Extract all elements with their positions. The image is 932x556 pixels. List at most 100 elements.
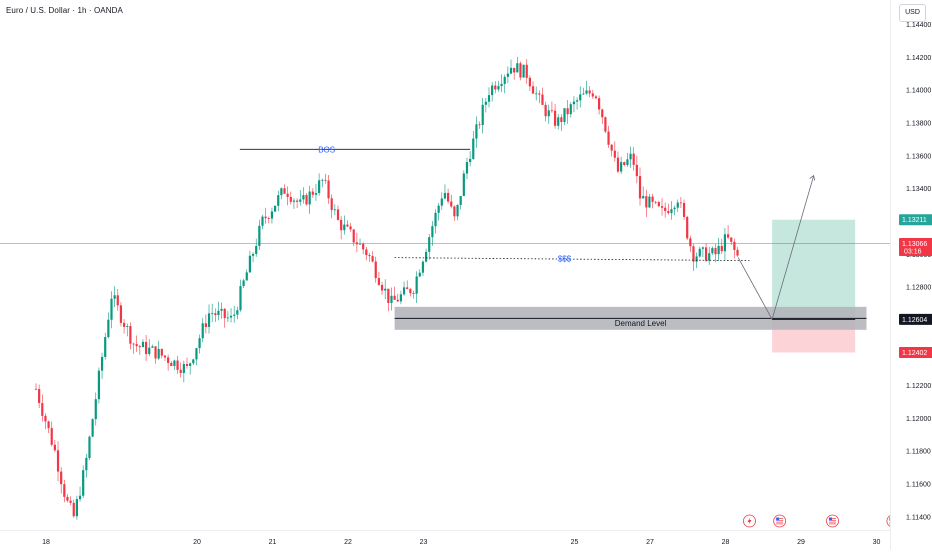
candle[interactable] (714, 248, 717, 255)
entry-price-tag[interactable] (899, 313, 932, 325)
candle[interactable] (179, 369, 182, 374)
candle[interactable] (447, 192, 450, 202)
candle[interactable] (462, 173, 465, 196)
candle[interactable] (544, 104, 547, 117)
candle[interactable] (346, 224, 349, 227)
candle[interactable] (503, 76, 506, 84)
candle[interactable] (443, 192, 447, 199)
candle[interactable] (528, 77, 531, 87)
candle[interactable] (270, 211, 274, 219)
candle[interactable] (384, 288, 387, 291)
candle[interactable] (708, 253, 711, 261)
candle[interactable] (730, 237, 733, 242)
candle[interactable] (664, 207, 667, 212)
candle[interactable] (607, 131, 610, 145)
candle[interactable] (563, 108, 566, 122)
candle[interactable] (368, 255, 371, 257)
candle[interactable] (491, 85, 494, 96)
candle[interactable] (176, 360, 179, 370)
candle[interactable] (695, 256, 698, 262)
candle[interactable] (453, 206, 456, 217)
candle[interactable] (613, 150, 616, 158)
candle[interactable] (566, 108, 569, 115)
candle[interactable] (126, 326, 129, 327)
candle[interactable] (195, 348, 198, 360)
candle[interactable] (182, 363, 185, 374)
candle[interactable] (91, 419, 94, 437)
candle[interactable] (324, 179, 327, 181)
candle[interactable] (557, 117, 560, 126)
candle[interactable] (717, 245, 720, 255)
candle[interactable] (321, 179, 324, 181)
candle[interactable] (264, 216, 267, 219)
target-price-tag[interactable] (899, 214, 932, 226)
candle[interactable] (129, 326, 132, 344)
candle[interactable] (616, 157, 620, 172)
candle[interactable] (701, 247, 705, 249)
candle[interactable] (107, 319, 110, 338)
candle[interactable] (704, 247, 708, 261)
candle[interactable] (396, 299, 399, 302)
candle[interactable] (390, 295, 393, 304)
candle[interactable] (550, 110, 554, 112)
candle[interactable] (330, 198, 333, 210)
candle[interactable] (525, 64, 528, 78)
candle[interactable] (682, 202, 686, 217)
candle[interactable] (632, 153, 635, 165)
candle[interactable] (352, 229, 355, 243)
candle[interactable] (673, 207, 676, 210)
candle[interactable] (679, 202, 682, 204)
candle[interactable] (302, 195, 305, 200)
candle[interactable] (94, 399, 97, 420)
candle[interactable] (459, 195, 462, 205)
candle[interactable] (198, 338, 201, 349)
candle[interactable] (97, 370, 101, 400)
candle[interactable] (365, 249, 368, 256)
candle[interactable] (424, 251, 428, 262)
candle[interactable] (428, 237, 431, 252)
candle[interactable] (56, 450, 60, 472)
candle[interactable] (308, 191, 311, 205)
candle[interactable] (547, 110, 550, 117)
candle[interactable] (189, 363, 192, 366)
candle[interactable] (720, 245, 723, 252)
candle[interactable] (579, 94, 582, 101)
candle[interactable] (60, 471, 63, 485)
candle[interactable] (478, 124, 481, 126)
candle[interactable] (575, 100, 579, 102)
candle[interactable] (469, 158, 472, 163)
candle[interactable] (336, 209, 340, 220)
price-axis[interactable]: 1.14400 1.14200 1.14000 1.13800 1.13600 1.134… (890, 0, 932, 550)
candle[interactable] (258, 225, 261, 246)
candle[interactable] (535, 93, 538, 95)
candle[interactable] (236, 310, 239, 315)
candle[interactable] (167, 357, 170, 363)
candle[interactable] (267, 218, 270, 219)
candle[interactable] (610, 144, 613, 151)
candle[interactable] (698, 248, 701, 257)
candle[interactable] (242, 280, 245, 287)
candle[interactable] (50, 428, 53, 445)
candle[interactable] (418, 272, 421, 277)
candle[interactable] (299, 199, 302, 202)
candle[interactable] (553, 110, 557, 126)
candle[interactable] (220, 308, 223, 311)
candle[interactable] (598, 98, 601, 110)
candle[interactable] (255, 245, 258, 254)
candle[interactable] (522, 64, 525, 78)
candle[interactable] (151, 346, 154, 348)
candle[interactable] (582, 93, 585, 95)
candle[interactable] (138, 346, 141, 348)
price-chart[interactable]: Demand Level BOS $$$ (0, 0, 904, 530)
candle[interactable] (406, 287, 409, 290)
candle[interactable] (421, 261, 425, 273)
candle[interactable] (154, 346, 157, 359)
candle[interactable] (513, 67, 516, 73)
candle[interactable] (638, 176, 642, 199)
candle[interactable] (723, 234, 727, 252)
candle[interactable] (635, 164, 638, 177)
candle[interactable] (431, 226, 434, 238)
candle[interactable] (623, 162, 626, 166)
candle[interactable] (349, 226, 352, 230)
candle[interactable] (148, 347, 151, 355)
